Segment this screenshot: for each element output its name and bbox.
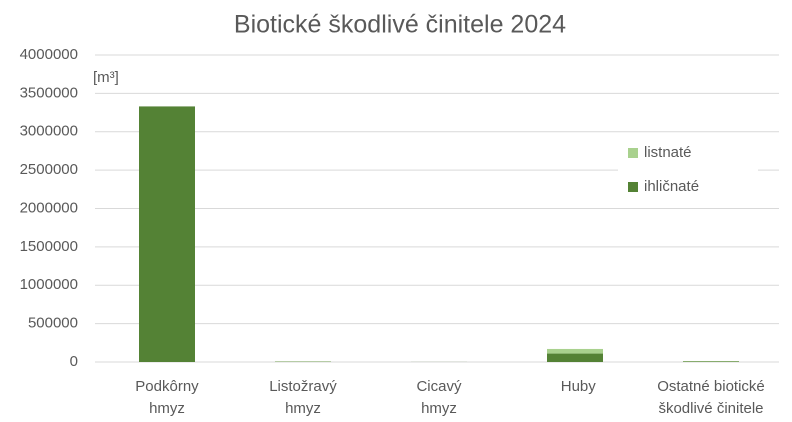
- x-tick-label: Ostatné biotické škodlivé činitele: [657, 378, 765, 417]
- y-tick-label: 500000: [28, 315, 78, 332]
- y-tick-label: 1500000: [20, 238, 78, 255]
- chart-title: Biotické škodlivé činitele 2024: [234, 11, 566, 39]
- bar-segment: [547, 353, 603, 362]
- unit-label: [m³]: [93, 69, 119, 86]
- y-tick-label: 0: [70, 353, 78, 370]
- x-tick-label: Listožravý hmyz: [269, 378, 337, 417]
- legend-label: ihličnaté: [644, 178, 699, 195]
- x-tick-label: Podkôrny hmyz: [135, 378, 199, 417]
- y-tick-label: 2500000: [20, 161, 78, 178]
- y-tick-label: 3500000: [20, 84, 78, 101]
- legend-background: [618, 137, 758, 203]
- y-tick-label: 2000000: [20, 199, 78, 216]
- legend-swatch: [628, 182, 638, 192]
- bar-segment: [139, 106, 195, 362]
- y-tick-label: 4000000: [20, 46, 78, 63]
- bar-segment: [547, 348, 603, 354]
- y-tick-label: 3000000: [20, 123, 78, 140]
- y-tick-label: 1000000: [20, 276, 78, 293]
- legend-label: listnaté: [644, 144, 692, 161]
- bar-segment: [683, 361, 739, 362]
- x-tick-label: Cicavý hmyz: [416, 378, 462, 417]
- x-tick-label: Huby: [560, 378, 596, 395]
- legend-swatch: [628, 148, 638, 158]
